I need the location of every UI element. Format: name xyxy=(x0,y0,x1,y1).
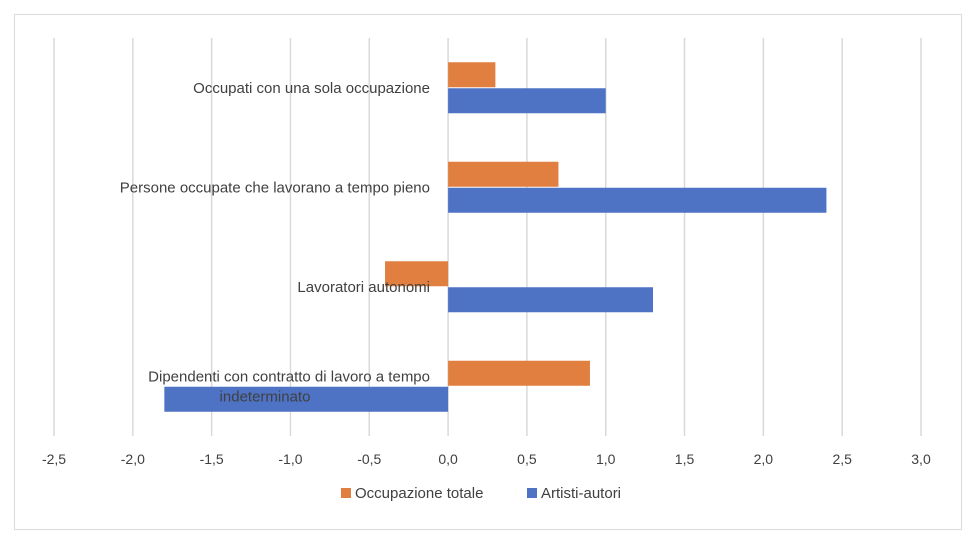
x-tick-label-3: -1,0 xyxy=(278,451,302,467)
bar-artisti-autori-2 xyxy=(448,287,654,313)
legend-item-artisti-autori-swatch xyxy=(527,488,537,498)
bar-artisti-autori-0 xyxy=(448,88,606,114)
x-tick-label-10: 2,5 xyxy=(832,451,852,467)
x-tick-labels: -2,5 -2,0 -1,5 -1,0 -0,5 0,0 0,5 1,0 1,5 2,0 2,5 3,… xyxy=(42,451,931,467)
bars xyxy=(164,62,827,412)
legend-item-artisti-autori-label: Artisti-autori xyxy=(541,485,621,502)
bar-occupazione-totale-3 xyxy=(448,360,590,386)
legend-item-occupazione-totale-swatch xyxy=(341,488,351,498)
legend-item-artisti-autori: Artisti-autori xyxy=(527,485,621,502)
x-tick-label-7: 1,0 xyxy=(596,451,616,467)
x-tick-label-0: -2,5 xyxy=(42,451,66,467)
bar-artisti-autori-1 xyxy=(448,187,827,213)
category-label-1: Persone occupate che lavorano a tempo pi… xyxy=(120,179,430,196)
legend: Occupazione totale Artisti-autori xyxy=(341,485,621,502)
category-labels: Occupati con una sola occupazione Persone… xyxy=(120,80,430,406)
bar-artisti-autori-3 xyxy=(164,386,449,412)
x-tick-label-6: 0,5 xyxy=(517,451,537,467)
bar-occupazione-totale-2 xyxy=(385,261,449,287)
legend-item-occupazione-totale-label: Occupazione totale xyxy=(355,485,483,502)
bar-occupazione-totale-0 xyxy=(448,62,496,88)
x-tick-label-11: 3,0 xyxy=(911,451,931,467)
legend-item-occupazione-totale: Occupazione totale xyxy=(341,485,483,502)
category-label-3-line-1: indeterminato xyxy=(220,388,311,405)
x-tick-label-8: 1,5 xyxy=(675,451,695,467)
x-tick-label-1: -2,0 xyxy=(121,451,145,467)
x-tick-label-4: -0,5 xyxy=(357,451,381,467)
category-label-2: Lavoratori autonomi xyxy=(297,279,430,296)
category-label-3-line-0: Dipendenti con contratto di lavoro a tem… xyxy=(148,368,430,385)
category-label-0: Occupati con una sola occupazione xyxy=(193,80,430,97)
x-tick-label-2: -1,5 xyxy=(200,451,224,467)
x-tick-label-5: 0,0 xyxy=(438,451,458,467)
bar-occupazione-totale-1 xyxy=(448,161,559,187)
x-tick-label-9: 2,0 xyxy=(754,451,774,467)
